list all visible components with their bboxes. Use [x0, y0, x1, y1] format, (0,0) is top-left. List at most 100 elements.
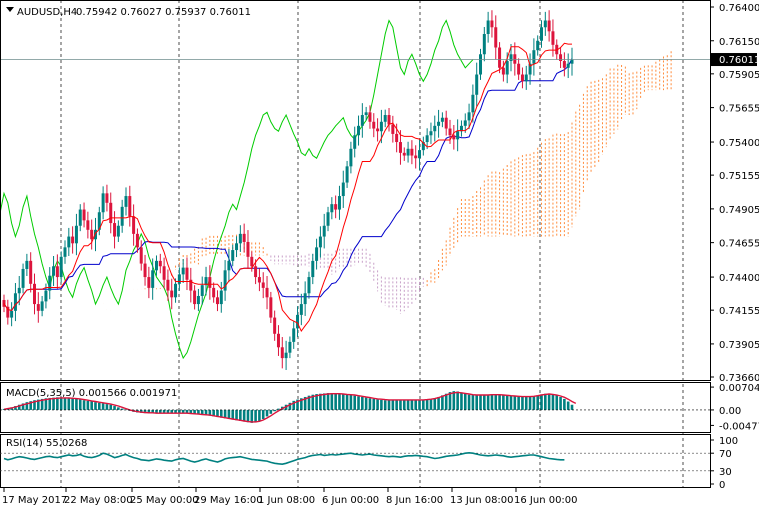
macd-bar	[372, 398, 376, 410]
macd-bar	[105, 404, 109, 410]
macd-bar	[59, 397, 63, 410]
macd-bar	[155, 409, 158, 414]
macd-bar	[471, 395, 475, 410]
tenkan-sen-line	[3, 42, 572, 332]
chikou-span-line	[0, 19, 474, 360]
macd-bar	[402, 400, 406, 410]
candle-body	[174, 283, 178, 298]
candle-body	[490, 20, 494, 28]
macd-bar	[82, 400, 86, 410]
rsi-levels	[0, 452, 710, 472]
candle-body	[559, 54, 563, 62]
candle-body	[44, 290, 48, 302]
macd-bar	[120, 408, 124, 410]
macd-bar	[239, 409, 242, 421]
macd-bar	[418, 400, 421, 410]
macd-bar	[151, 409, 154, 414]
candle-body	[21, 268, 25, 288]
candle-body	[63, 247, 67, 257]
macd-bar	[483, 395, 486, 410]
candle-body	[334, 204, 338, 210]
candle-body	[372, 121, 376, 129]
candle-body	[459, 125, 463, 132]
candle-body	[505, 61, 509, 75]
macd-bar	[189, 409, 193, 414]
candle-body	[219, 290, 223, 305]
candle-body	[231, 250, 235, 261]
macd-bar	[536, 395, 539, 410]
macd-bar	[414, 400, 418, 410]
macd-bar	[319, 393, 322, 410]
macd-bar	[235, 409, 238, 421]
macd-bar	[98, 402, 101, 410]
y-tick-label: 0.75905	[719, 70, 759, 81]
macd-bar	[322, 393, 326, 410]
ichimoku-cloud	[144, 51, 672, 314]
candle-body	[67, 236, 71, 248]
macd-bar	[452, 391, 456, 410]
candle-body	[90, 229, 94, 240]
candle-body	[524, 74, 528, 82]
candle-body	[376, 128, 380, 132]
macd-bar	[563, 398, 566, 410]
macd-bar	[475, 395, 478, 410]
x-tick-label: 8 Jun 16:00	[386, 495, 443, 506]
candle-body	[536, 40, 540, 51]
candle-body	[429, 131, 433, 136]
candle-body	[440, 117, 444, 122]
rsi-panel-frame	[0, 434, 711, 488]
candle-body	[181, 267, 185, 275]
candle-body	[330, 204, 334, 213]
candle-body	[410, 148, 414, 156]
dropdown-triangle-icon[interactable]	[6, 7, 14, 12]
macd-tick-label: 0.00	[719, 406, 741, 417]
candle-body	[288, 341, 292, 353]
candle-body	[322, 225, 326, 237]
macd-bar	[524, 396, 528, 410]
candle-body	[566, 63, 570, 68]
candle-body	[486, 20, 490, 35]
candle-body	[379, 121, 383, 132]
candle-body	[13, 293, 17, 311]
y-tick-label: 0.75155	[719, 171, 759, 182]
candle-body	[398, 142, 402, 153]
macd-bar	[288, 402, 292, 410]
candle-body	[147, 277, 151, 288]
macd-bar	[101, 403, 105, 410]
macd-bar	[540, 394, 543, 410]
macd-bar	[158, 409, 162, 414]
candle-body	[120, 206, 124, 226]
candle-body	[383, 115, 387, 122]
macd-bar	[29, 401, 32, 410]
y-tick-label: 0.74905	[719, 205, 759, 216]
y-tick-label: 0.73660	[719, 373, 759, 384]
y-tick-label: 0.74655	[719, 239, 759, 250]
candle-body	[479, 54, 483, 75]
macd-bar	[78, 399, 82, 410]
y-tick-label: 0.74400	[719, 273, 759, 284]
y-tick-label: 0.75400	[719, 138, 759, 149]
candle-body	[208, 277, 212, 288]
candle-body	[193, 290, 197, 305]
macd-bar	[227, 409, 231, 420]
candle-body	[326, 212, 330, 226]
candle-body	[86, 220, 90, 230]
macd-bar	[246, 409, 250, 423]
candle-body	[105, 193, 109, 203]
candle-body	[368, 112, 372, 122]
candle-body	[273, 317, 277, 334]
macd-bar	[265, 409, 269, 417]
candle-body	[97, 212, 101, 230]
candle-body	[418, 150, 422, 159]
macd-bar	[254, 409, 257, 423]
candle-body	[101, 193, 105, 213]
macd-bar	[315, 394, 318, 410]
candle-body	[517, 63, 521, 75]
rsi-axis: 100 70 30 0	[710, 436, 738, 491]
macd-bar	[40, 398, 44, 410]
macd-bar	[460, 392, 463, 410]
candle-body	[124, 196, 128, 207]
macd-bar	[425, 399, 429, 410]
macd-bar	[231, 409, 235, 420]
